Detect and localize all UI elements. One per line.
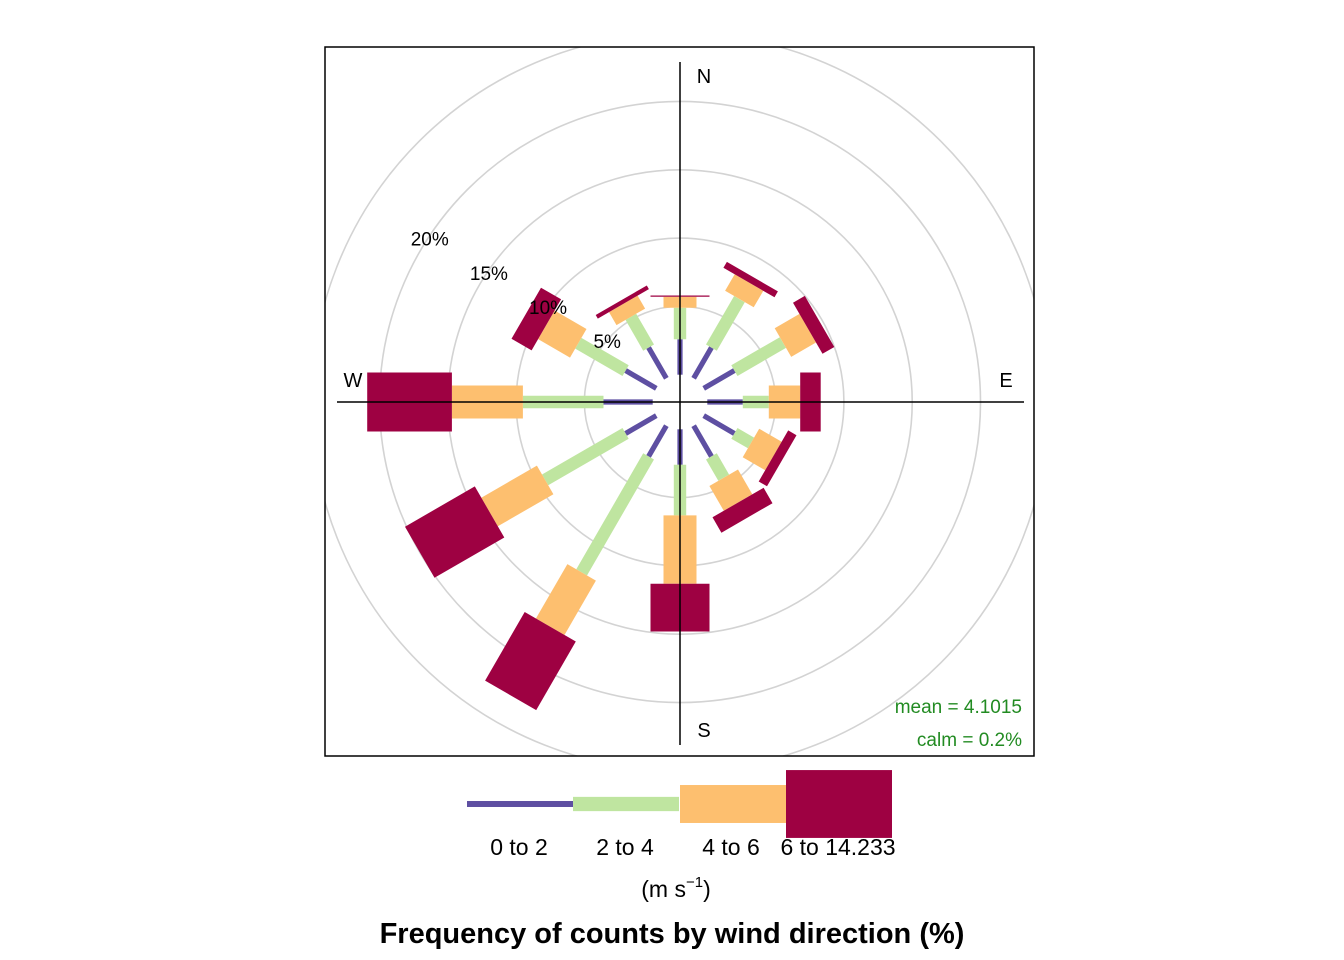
bar-segment-dir60-bin3 — [793, 295, 835, 354]
bar-segment-dir210-bin1 — [576, 453, 654, 576]
bar-segment-dir60-bin1 — [731, 337, 786, 376]
ring-label: 10% — [529, 298, 567, 319]
legend-key-2 — [680, 785, 786, 823]
calm-percent-label: calm = 0.2% — [917, 730, 1022, 751]
plot-panel — [324, 46, 1035, 757]
bar-segment-dir210-bin2 — [535, 564, 596, 635]
compass-north-label: N — [697, 66, 711, 88]
unit-label-suffix: ) — [703, 876, 711, 902]
ring-label: 5% — [593, 332, 621, 353]
bar-segment-dir30-bin0 — [691, 346, 714, 380]
legend-key-3 — [786, 770, 892, 838]
bar-segment-dir300-bin0 — [624, 368, 658, 391]
ring-label: 15% — [470, 264, 508, 285]
compass-west-label: W — [344, 370, 363, 392]
bar-segment-dir330-bin0 — [646, 346, 669, 380]
direction-bars — [367, 261, 835, 711]
bar-segment-dir120-bin3 — [758, 430, 797, 487]
legend-label-0: 0 to 2 — [490, 834, 548, 860]
legend-key-1 — [573, 796, 679, 812]
ring-label: 20% — [411, 230, 449, 251]
bar-segment-dir240-bin2 — [481, 465, 554, 527]
bar-segment-dir240-bin1 — [542, 428, 629, 486]
bar-segment-dir210-bin0 — [646, 424, 669, 458]
compass-axes — [337, 62, 1024, 745]
speed-legend — [467, 770, 892, 838]
ring-labels: 5% 10% 15% 20% — [411, 230, 621, 353]
bar-segment-dir30-bin1 — [706, 296, 745, 351]
compass-south-label: S — [697, 720, 710, 742]
bar-segment-dir120-bin1 — [731, 428, 755, 449]
unit-label: (m s−1) — [641, 874, 711, 902]
bar-segment-dir240-bin3 — [405, 486, 505, 578]
bar-segment-dir330-bin2 — [609, 295, 646, 326]
bar-segment-dir150-bin0 — [691, 424, 714, 458]
bar-segment-dir330-bin1 — [625, 313, 654, 351]
unit-label-exponent: −1 — [686, 874, 703, 891]
bar-segment-dir60-bin0 — [702, 368, 736, 391]
bar-segment-dir150-bin2 — [709, 469, 753, 511]
bar-segment-dir210-bin3 — [485, 612, 576, 711]
legend-label-1: 2 to 4 — [596, 834, 654, 860]
unit-label-prefix: (m s — [641, 876, 686, 902]
bar-segment-dir120-bin0 — [702, 413, 736, 436]
legend-key-0 — [467, 801, 573, 807]
bar-segment-dir120-bin2 — [742, 428, 782, 471]
chart-title: Frequency of counts by wind direction (%… — [380, 918, 965, 950]
bar-segment-dir330-bin3 — [595, 285, 649, 319]
bar-segment-dir30-bin3 — [723, 261, 778, 298]
bar-segment-dir300-bin3 — [511, 287, 562, 351]
bar-segment-dir300-bin1 — [575, 337, 629, 376]
bar-segment-dir150-bin3 — [712, 487, 773, 533]
bar-segment-dir150-bin1 — [706, 453, 730, 481]
legend-label-2: 4 to 6 — [702, 834, 760, 860]
compass-east-label: E — [999, 370, 1012, 392]
bar-segment-dir300-bin2 — [538, 310, 587, 358]
speed-legend-labels: 0 to 2 2 to 4 4 to 6 6 to 14.233 — [490, 834, 895, 860]
bar-segment-dir240-bin0 — [624, 413, 658, 436]
legend-label-3: 6 to 14.233 — [780, 834, 895, 860]
bar-segment-dir30-bin2 — [725, 274, 764, 308]
mean-speed-label: mean = 4.1015 — [895, 697, 1022, 718]
